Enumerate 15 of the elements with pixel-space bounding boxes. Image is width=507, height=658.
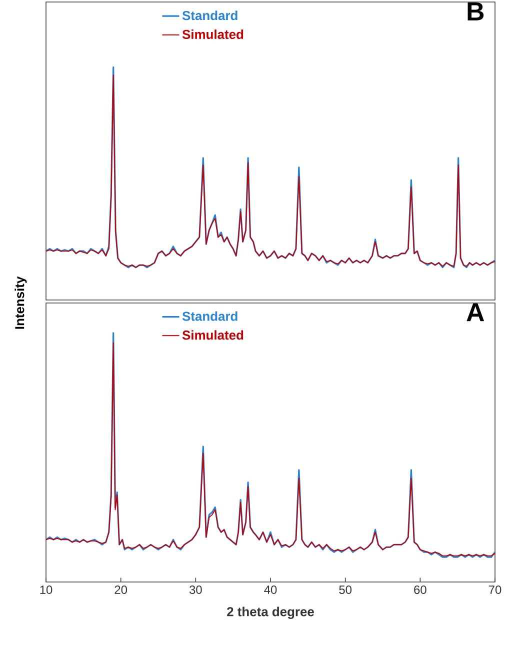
- x-tick-label: 40: [264, 586, 277, 594]
- legend-label: Simulated: [182, 29, 244, 40]
- x-tick-label: 50: [339, 586, 352, 594]
- legend-label: Standard: [182, 311, 238, 321]
- legend-label: Standard: [182, 10, 238, 20]
- x-tick-label: 20: [114, 586, 128, 594]
- legend-label: Simulated: [182, 330, 244, 340]
- chart-title: A: [466, 303, 484, 322]
- x-axis-title: 2 theta degree: [227, 606, 314, 619]
- x-tick-label: 60: [414, 586, 426, 594]
- chart-title: B: [468, 2, 484, 20]
- x-tick-label: 30: [189, 586, 202, 594]
- x-tick-label: 10: [40, 586, 52, 594]
- x-tick-label: 70: [488, 586, 502, 594]
- y-axis-title: Intensity: [14, 276, 27, 329]
